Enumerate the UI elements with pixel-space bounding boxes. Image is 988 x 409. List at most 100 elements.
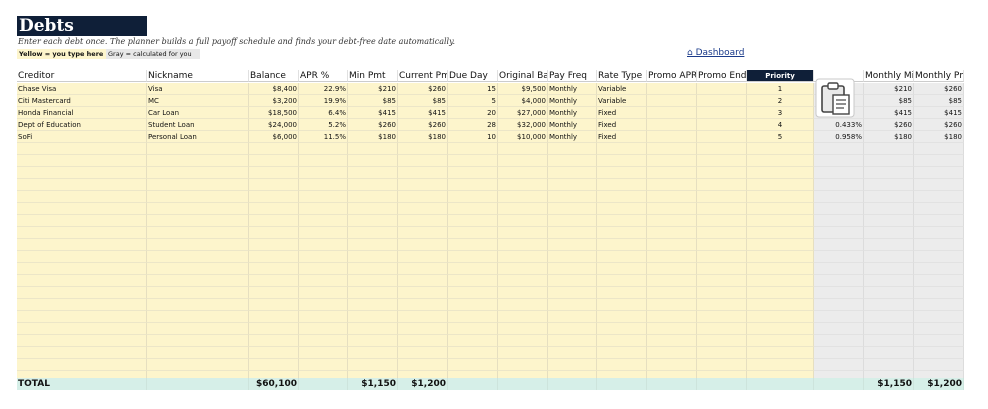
cell-creditor[interactable] [17,359,147,371]
cell-creditor[interactable] [17,347,147,359]
cell-promo-end[interactable] [697,107,747,119]
column-header[interactable]: Nickname [147,70,249,82]
cell-apr[interactable] [299,323,348,335]
cell-pay-freq[interactable] [548,155,597,167]
cell-original-balance[interactable] [498,287,548,299]
cell-apr[interactable]: 11.5% [299,131,348,143]
cell-apr[interactable] [299,251,348,263]
cell-due-day[interactable] [448,203,498,215]
cell-monthly-rate[interactable] [814,347,864,359]
cell-priority[interactable] [747,239,814,251]
cell-due-day[interactable] [448,359,498,371]
cell-promo-apr[interactable] [647,131,697,143]
cell-monthly-min[interactable] [864,287,914,299]
cell-monthly-pmt[interactable] [914,179,964,191]
cell-creditor[interactable] [17,203,147,215]
cell-priority[interactable]: 3 [747,107,814,119]
cell-min-pmt[interactable] [348,263,398,275]
cell-monthly-min[interactable]: $260 [864,119,914,131]
cell-monthly-min[interactable] [864,215,914,227]
cell-promo-end[interactable] [697,359,747,371]
cell-promo-apr[interactable] [647,263,697,275]
cell-creditor[interactable] [17,311,147,323]
cell-creditor[interactable]: Honda Financial [17,107,147,119]
cell-nickname[interactable] [147,275,249,287]
cell-creditor[interactable] [17,239,147,251]
cell-promo-apr[interactable] [647,287,697,299]
cell-monthly-min[interactable] [864,239,914,251]
cell-creditor[interactable] [17,191,147,203]
cell-nickname[interactable] [147,203,249,215]
column-header[interactable]: Monthly Pmt [914,70,964,82]
cell-due-day[interactable]: 10 [448,131,498,143]
cell-priority[interactable] [747,311,814,323]
cell-promo-end[interactable] [697,95,747,107]
cell-monthly-rate[interactable] [814,203,864,215]
cell-priority[interactable]: 5 [747,131,814,143]
cell-promo-apr[interactable] [647,359,697,371]
cell-original-balance[interactable] [498,143,548,155]
cell-priority[interactable] [747,167,814,179]
cell-monthly-min[interactable] [864,299,914,311]
column-header[interactable]: Priority [747,70,814,82]
cell-creditor[interactable] [17,143,147,155]
cell-priority[interactable] [747,323,814,335]
cell-min-pmt[interactable] [348,179,398,191]
cell-promo-end[interactable] [697,347,747,359]
cell-original-balance[interactable]: $9,500 [498,83,548,95]
cell-apr[interactable]: 22.9% [299,83,348,95]
cell-promo-apr[interactable] [647,203,697,215]
cell-promo-apr[interactable] [647,251,697,263]
cell-priority[interactable] [747,215,814,227]
cell-promo-apr[interactable] [647,155,697,167]
cell-original-balance[interactable]: $10,000 [498,131,548,143]
cell-pay-freq[interactable]: Monthly [548,107,597,119]
cell-pay-freq[interactable]: Monthly [548,95,597,107]
cell-original-balance[interactable] [498,335,548,347]
cell-pay-freq[interactable] [548,179,597,191]
cell-rate-type[interactable]: Fixed [597,107,647,119]
cell-apr[interactable] [299,287,348,299]
cell-current-pmt[interactable] [398,323,448,335]
cell-pay-freq[interactable] [548,251,597,263]
cell-promo-end[interactable] [697,179,747,191]
cell-promo-apr[interactable] [647,191,697,203]
cell-min-pmt[interactable] [348,287,398,299]
cell-rate-type[interactable] [597,227,647,239]
cell-priority[interactable] [747,275,814,287]
cell-current-pmt[interactable] [398,251,448,263]
cell-creditor[interactable] [17,335,147,347]
cell-nickname[interactable] [147,311,249,323]
cell-apr[interactable] [299,203,348,215]
cell-balance[interactable] [249,311,299,323]
cell-nickname[interactable]: MC [147,95,249,107]
cell-pay-freq[interactable]: Monthly [548,83,597,95]
cell-monthly-rate[interactable] [814,299,864,311]
column-header[interactable]: Min Pmt [348,70,398,82]
column-header[interactable]: Promo APR [647,70,697,82]
cell-promo-end[interactable] [697,227,747,239]
cell-nickname[interactable] [147,263,249,275]
cell-promo-apr[interactable] [647,323,697,335]
cell-monthly-min[interactable] [864,335,914,347]
cell-rate-type[interactable] [597,143,647,155]
cell-monthly-rate[interactable] [814,155,864,167]
cell-nickname[interactable] [147,287,249,299]
cell-monthly-min[interactable] [864,227,914,239]
cell-original-balance[interactable] [498,215,548,227]
cell-current-pmt[interactable] [398,191,448,203]
cell-priority[interactable] [747,203,814,215]
cell-apr[interactable] [299,311,348,323]
cell-monthly-rate[interactable] [814,191,864,203]
cell-due-day[interactable] [448,191,498,203]
cell-apr[interactable] [299,227,348,239]
cell-current-pmt[interactable] [398,155,448,167]
cell-balance[interactable] [249,215,299,227]
cell-min-pmt[interactable]: $415 [348,107,398,119]
cell-monthly-pmt[interactable] [914,215,964,227]
cell-rate-type[interactable]: Variable [597,95,647,107]
cell-apr[interactable] [299,299,348,311]
cell-apr[interactable] [299,335,348,347]
cell-rate-type[interactable] [597,287,647,299]
cell-original-balance[interactable] [498,239,548,251]
